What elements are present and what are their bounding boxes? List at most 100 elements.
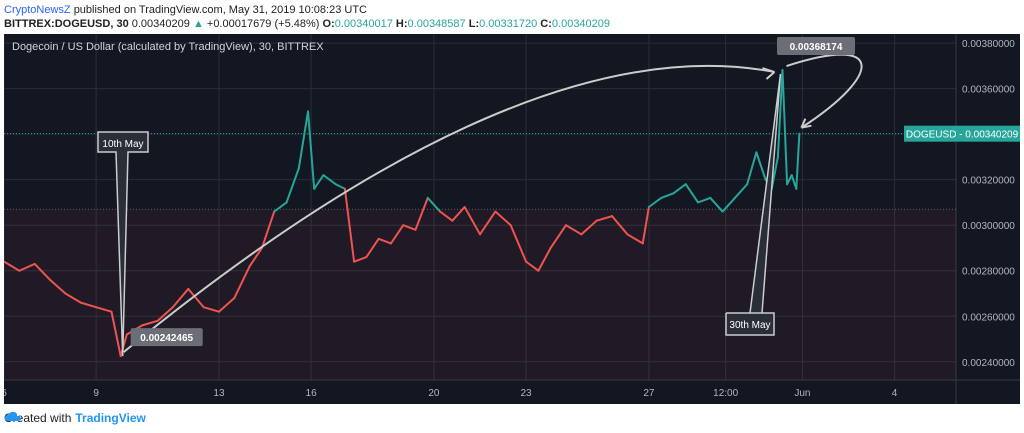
high-label: H: (395, 18, 408, 30)
price-segment[interactable] (353, 256, 368, 263)
price-segment[interactable] (660, 192, 675, 199)
price-segment[interactable] (285, 167, 300, 204)
price-segment[interactable] (322, 174, 337, 186)
price-segment[interactable] (426, 196, 442, 213)
price-segment[interactable] (525, 260, 540, 272)
callout-label-30th-may: 30th May (729, 320, 770, 331)
price-segment[interactable] (365, 237, 380, 259)
price-segment[interactable] (746, 151, 758, 186)
price-segment[interactable] (33, 262, 52, 281)
price-segment[interactable] (202, 306, 220, 313)
callout-10th-may (97, 131, 149, 357)
open-label: O: (322, 18, 335, 30)
price-segment[interactable] (697, 196, 712, 204)
price-segment[interactable] (494, 210, 512, 227)
price-segment[interactable] (119, 333, 128, 358)
price-segment[interactable] (672, 183, 687, 195)
author-link[interactable]: CryptoNewsZ (4, 4, 71, 16)
price-segment[interactable] (110, 310, 122, 358)
callout-label-10th-may: 10th May (102, 139, 143, 150)
x-tick-label: 23 (521, 388, 533, 399)
price-segment[interactable] (233, 265, 251, 300)
price-segment[interactable] (343, 187, 356, 263)
price-segment[interactable] (260, 210, 276, 249)
price-segment[interactable] (389, 224, 405, 245)
price-segment[interactable] (217, 297, 236, 313)
price-segment[interactable] (781, 69, 789, 186)
price-segment[interactable] (18, 262, 36, 272)
price-segment[interactable] (402, 224, 417, 231)
price-segment[interactable] (709, 196, 724, 213)
price-segment[interactable] (307, 110, 316, 190)
close-label: C: (540, 18, 552, 30)
last-price-badge (904, 125, 1020, 142)
price-segment[interactable] (564, 224, 583, 236)
y-tick-label: 0.00380000 (962, 39, 1015, 50)
tradingview-logo-text[interactable]: TradingView (75, 411, 146, 425)
price-segment[interactable] (647, 196, 663, 208)
price-segment[interactable] (171, 287, 190, 309)
price-chart[interactable]: 0.00240000 0.00260000 0.00280000 0.00300000… (4, 34, 1020, 404)
price-segment[interactable] (580, 219, 598, 236)
price-segment[interactable] (414, 196, 429, 231)
price-segment[interactable] (549, 224, 567, 249)
y-tick-label: 0.00300000 (962, 221, 1015, 232)
price-segment[interactable] (479, 210, 497, 236)
price-segment[interactable] (626, 233, 644, 245)
open-value: 0.00340017 (334, 18, 393, 30)
price-segment[interactable] (79, 301, 98, 309)
last-price: 0.00340209 (131, 18, 190, 30)
price-segment[interactable] (439, 210, 454, 222)
price-segment[interactable] (786, 174, 793, 186)
price-segment[interactable] (509, 224, 528, 263)
price-segment[interactable] (4, 260, 21, 272)
price-segment[interactable] (141, 319, 159, 327)
price-segment[interactable] (733, 183, 749, 199)
low-label: L: (468, 18, 480, 30)
price-segment[interactable] (297, 110, 310, 170)
price-segment[interactable] (611, 215, 629, 236)
x-tick-label: 13 (213, 388, 225, 399)
price-segment[interactable] (595, 215, 614, 222)
arrowhead-icon (762, 67, 776, 80)
price-segment[interactable] (64, 292, 82, 304)
footer: Created with TradingView (4, 411, 146, 425)
x-tick-label: 9 (93, 388, 99, 399)
published-text: published on TradingView.com, May 31, 20… (73, 4, 367, 16)
price-segment[interactable] (755, 151, 767, 181)
price-segment[interactable] (721, 196, 736, 213)
x-tick-label: 27 (643, 388, 655, 399)
high-value: 0.00348587 (407, 18, 466, 30)
price-tag-high-text: 0.00368174 (790, 42, 843, 53)
price-segment[interactable] (463, 206, 481, 236)
price-segment[interactable] (156, 306, 174, 322)
up-arrow-icon: ▲ (192, 18, 204, 30)
last-price-badge-text: DOGEUSD - 0.00340209 (906, 130, 1019, 141)
price-segment[interactable] (451, 206, 466, 222)
x-tick-label: 6 (4, 388, 7, 399)
arrowhead-icon (800, 118, 812, 129)
price-segment[interactable] (187, 287, 205, 309)
publish-header: CryptoNewsZ published on TradingView.com… (4, 3, 367, 17)
price-segment[interactable] (313, 174, 325, 190)
x-tick-label: 12:00 (713, 388, 738, 399)
price-segment[interactable] (684, 183, 700, 204)
price-segment[interactable] (49, 278, 67, 295)
below-baseline-fill (4, 209, 956, 380)
price-segment[interactable] (795, 132, 801, 190)
price-segment[interactable] (377, 237, 392, 245)
price-segment[interactable] (95, 306, 113, 313)
trend-arc-arrow (123, 64, 775, 353)
chart-title: Dogecoin / US Dollar (calculated by Trad… (12, 41, 324, 53)
price-segment[interactable] (641, 206, 650, 245)
price-segment[interactable] (248, 246, 263, 268)
chart-panel[interactable]: 0.00240000 0.00260000 0.00280000 0.00300000… (4, 34, 1020, 404)
price-segment[interactable] (776, 69, 784, 158)
x-tick-label: Jun (794, 388, 810, 399)
tradingview-cloud-icon (4, 411, 22, 421)
price-segment[interactable] (537, 246, 552, 272)
created-with-text: Created with (4, 411, 72, 425)
y-tick-label: 0.00280000 (962, 267, 1015, 278)
price-segment[interactable] (273, 201, 288, 213)
price-segment[interactable] (334, 183, 346, 190)
